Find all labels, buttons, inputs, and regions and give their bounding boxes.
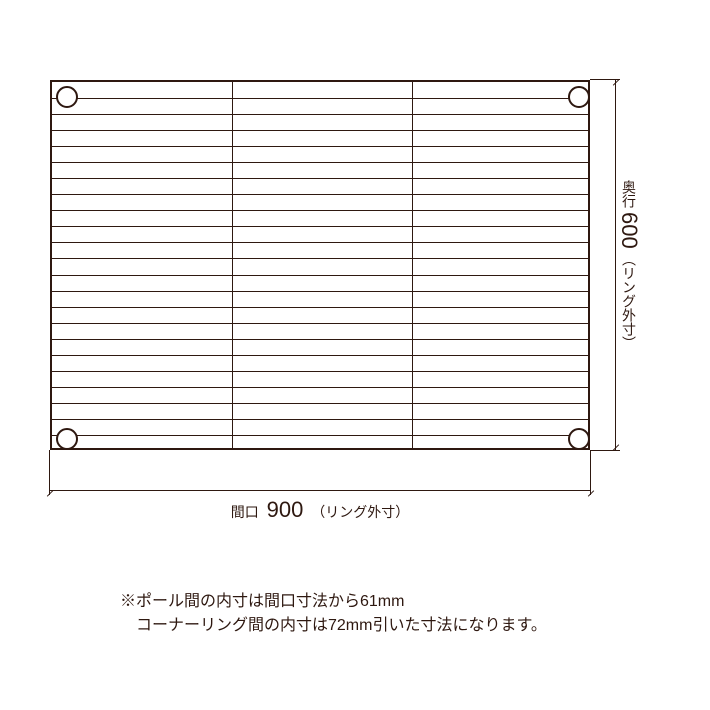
corner-ring bbox=[568, 428, 590, 450]
dim-width-tick-right bbox=[588, 490, 594, 496]
shelf-h-wire bbox=[52, 98, 588, 99]
dim-width-tick-left bbox=[47, 490, 53, 496]
shelf-h-wire bbox=[52, 226, 588, 227]
shelf-h-wire bbox=[52, 435, 588, 436]
shelf-h-wire bbox=[52, 162, 588, 163]
shelf-h-wire bbox=[52, 291, 588, 292]
dim-depth-suffix: （リング外寸） bbox=[619, 252, 639, 350]
shelf-v-wire bbox=[232, 82, 233, 448]
corner-ring bbox=[568, 86, 590, 108]
dim-width-ext-left bbox=[49, 450, 50, 495]
shelf-h-wire bbox=[52, 371, 588, 372]
shelf-h-wire bbox=[52, 323, 588, 324]
shelf-h-wire bbox=[52, 130, 588, 131]
shelf-h-wire bbox=[52, 178, 588, 179]
corner-ring bbox=[56, 86, 78, 108]
shelf-v-wire bbox=[412, 82, 413, 448]
dim-width-suffix: （リング外寸） bbox=[311, 504, 409, 520]
shelf-h-wire bbox=[52, 210, 588, 211]
dim-width-label: 間口 900 （リング外寸） bbox=[50, 497, 590, 523]
footnote-line2: コーナーリング間の内寸は72mm引いた寸法になります。 bbox=[120, 614, 547, 638]
shelf-outline bbox=[50, 80, 590, 450]
dim-depth-prefix: 奥行 bbox=[619, 180, 639, 208]
shelf-h-wire bbox=[52, 275, 588, 276]
shelf-h-wire bbox=[52, 194, 588, 195]
shelf-h-wire bbox=[52, 419, 588, 420]
shelf-h-wire bbox=[52, 258, 588, 259]
shelf-h-wire bbox=[52, 242, 588, 243]
shelf-h-wire bbox=[52, 114, 588, 115]
dim-depth-label: 奥行 600 （リング外寸） bbox=[616, 80, 642, 450]
dim-width-line bbox=[49, 490, 591, 491]
footnote-line1: ※ポール間の内寸は間口寸法から61mm bbox=[120, 590, 547, 614]
shelf-h-wire bbox=[52, 403, 588, 404]
shelf-diagram bbox=[50, 80, 590, 450]
shelf-h-wire bbox=[52, 355, 588, 356]
shelf-h-wire bbox=[52, 387, 588, 388]
shelf-h-wire bbox=[52, 146, 588, 147]
dim-depth-value: 600 bbox=[616, 208, 642, 253]
dim-width-ext-right bbox=[590, 450, 591, 495]
footnote: ※ポール間の内寸は間口寸法から61mm コーナーリング間の内寸は72mm引いた寸… bbox=[120, 590, 547, 638]
dim-width-value: 900 bbox=[263, 497, 308, 522]
corner-ring bbox=[56, 428, 78, 450]
shelf-h-wire bbox=[52, 339, 588, 340]
shelf-h-wire bbox=[52, 307, 588, 308]
dim-width-prefix: 間口 bbox=[231, 504, 259, 520]
